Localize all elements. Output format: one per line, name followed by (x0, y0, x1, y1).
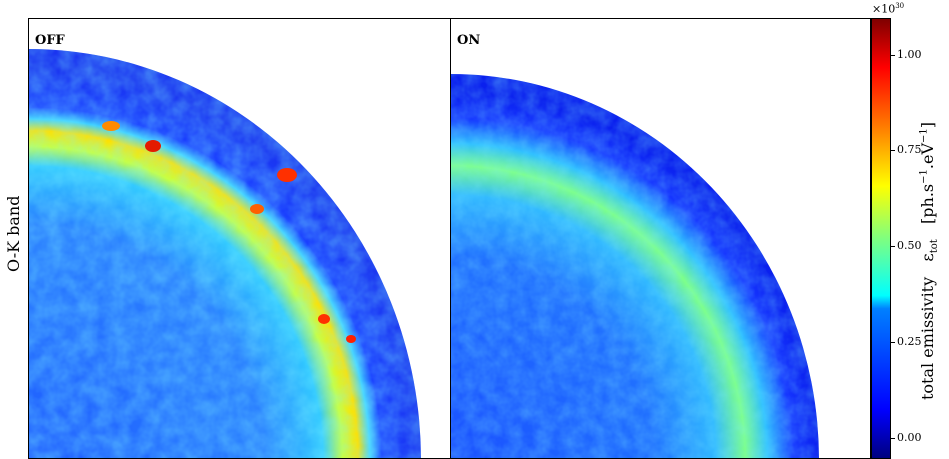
panel-off: OFF (28, 18, 451, 459)
panel-on: ON (450, 18, 871, 459)
colorbar-tick (891, 54, 895, 56)
colorbar-tick (891, 150, 895, 152)
panel-label-off: OFF (35, 33, 65, 48)
turbulence-texture-on (451, 74, 819, 458)
hotspot (318, 314, 330, 324)
hotspot (102, 121, 120, 131)
colorbar-tick-label: 0.00 (897, 431, 922, 444)
colorbar (871, 18, 891, 459)
hotspot (346, 335, 356, 343)
colorbar-tick-label: 1.00 (897, 47, 922, 61)
emissivity-map-off (29, 49, 421, 458)
colorbar-tick (891, 438, 895, 439)
colorbar-tick-label: 0.50 (897, 239, 922, 253)
hotspot (145, 140, 161, 152)
colorbar-tick (891, 342, 895, 344)
row-label: O-K band (4, 195, 23, 272)
turbulence-texture-off (29, 49, 421, 458)
colorbar-tick-label: 0.25 (897, 335, 922, 349)
emissivity-map-on (451, 74, 819, 458)
colorbar-tick (891, 246, 895, 248)
colorbar-exponent: ×1030 (872, 2, 905, 16)
hotspot (250, 204, 264, 214)
colorbar-label: total emissivity εtot [ph.s−1.eV−1] (918, 122, 941, 400)
panel-label-on: ON (457, 33, 481, 48)
colorbar-tick-label: 0.75 (897, 143, 922, 157)
hotspot (277, 168, 297, 182)
hotspots-off (102, 121, 356, 343)
